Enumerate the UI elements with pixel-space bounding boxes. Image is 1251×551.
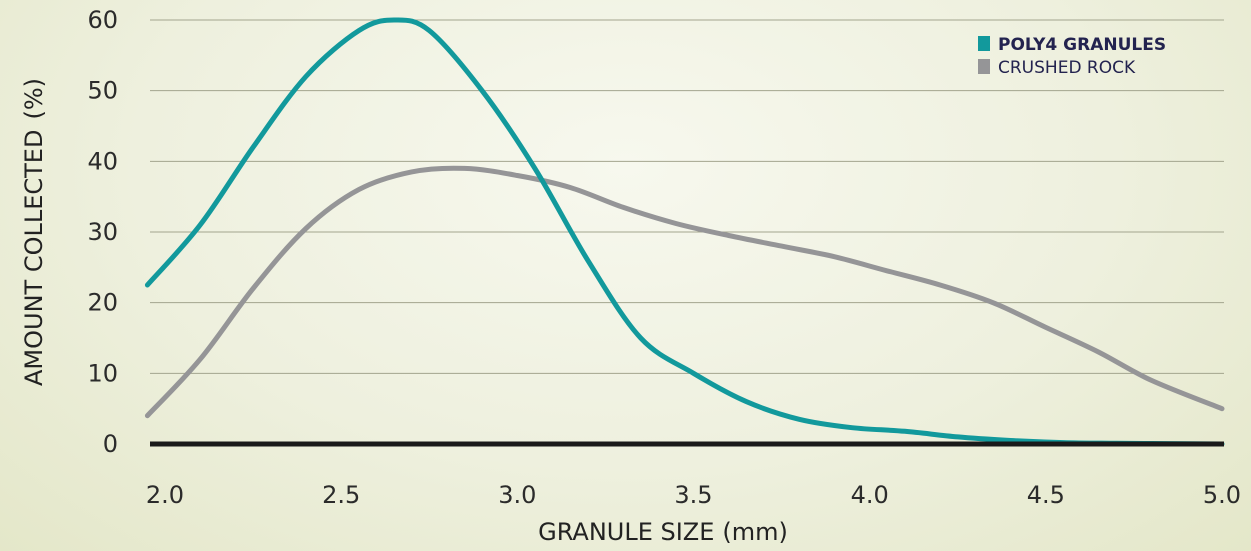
- y-tick-label: 10: [87, 359, 118, 387]
- x-tick-label: 4.0: [851, 481, 889, 509]
- y-tick-label: 40: [87, 147, 118, 175]
- legend-label-poly4: POLY4 GRANULES: [998, 35, 1166, 55]
- x-tick-label: 3.0: [498, 481, 536, 509]
- y-tick-label: 60: [87, 6, 118, 34]
- x-tick-label: 3.5: [674, 481, 712, 509]
- legend-swatch-poly4: [978, 36, 990, 51]
- legend-swatch-crushed-rock: [978, 59, 990, 74]
- y-tick-label: 30: [87, 218, 118, 246]
- x-axis-title: GRANULE SIZE (mm): [538, 518, 788, 546]
- y-tick-label: 50: [87, 77, 118, 105]
- y-tick-labels: 0 10 20 30 40 50 60: [87, 6, 118, 458]
- x-tick-label: 2.0: [146, 481, 184, 509]
- series-line-poly4-granules: [144, 17, 1225, 447]
- gridlines: [150, 19, 1224, 374]
- y-axis-title: AMOUNT COLLECTED(%): [20, 78, 48, 386]
- x-tick-label: 4.5: [1027, 481, 1065, 509]
- x-tick-label: 5.0: [1203, 481, 1241, 509]
- x-tick-label: 2.5: [322, 481, 360, 509]
- y-tick-label: 0: [103, 430, 118, 458]
- y-tick-label: 20: [87, 289, 118, 317]
- legend: POLY4 GRANULES CRUSHED ROCK: [978, 35, 1166, 78]
- legend-label-crushed-rock: CRUSHED ROCK: [998, 58, 1136, 78]
- series-line-crushed-rock: [144, 165, 1225, 419]
- series-lines: [144, 17, 1225, 447]
- x-tick-labels: 2.0 2.5 3.0 3.5 4.0 4.5 5.0: [146, 481, 1241, 509]
